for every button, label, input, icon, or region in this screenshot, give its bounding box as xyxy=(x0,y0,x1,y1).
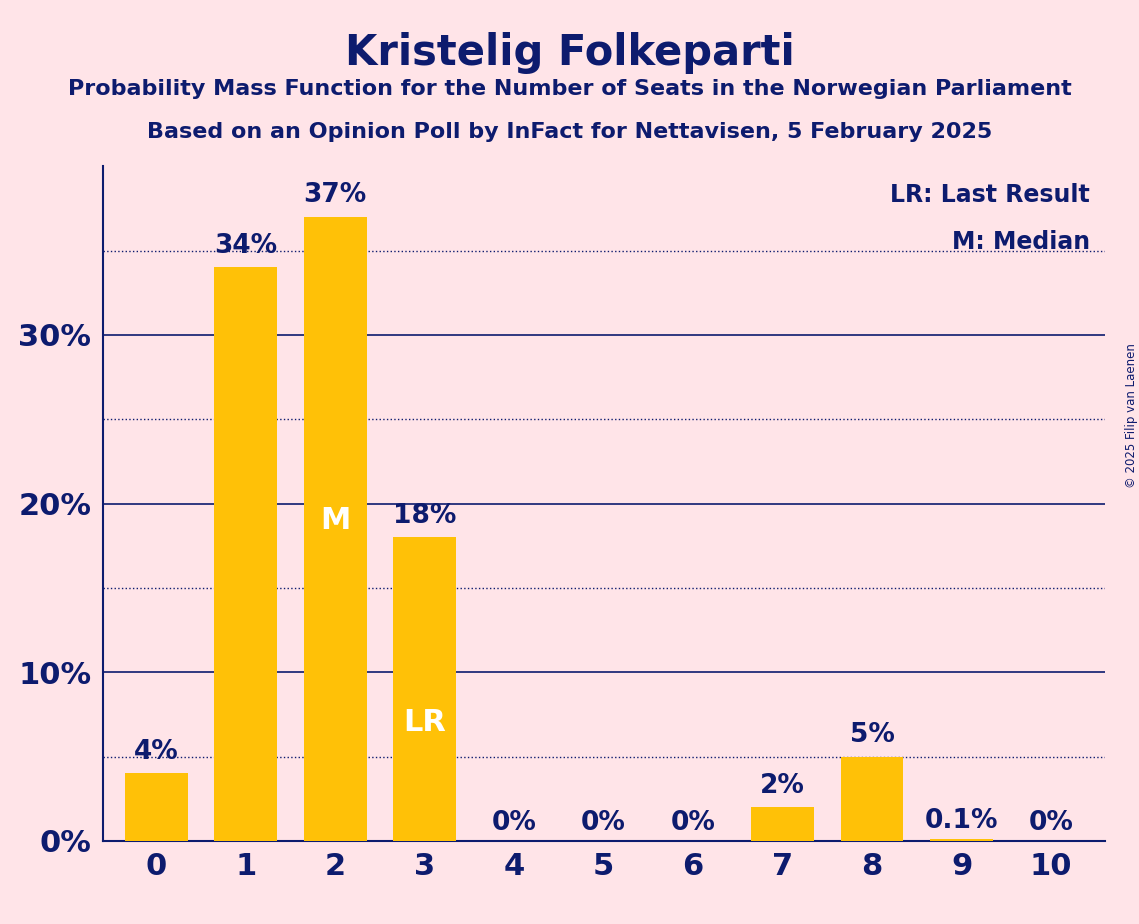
Text: 4%: 4% xyxy=(133,739,179,765)
Text: 2%: 2% xyxy=(760,772,805,798)
Text: 37%: 37% xyxy=(304,182,367,209)
Text: 0%: 0% xyxy=(1029,809,1074,836)
Text: M: Median: M: Median xyxy=(952,230,1090,254)
Text: LR: LR xyxy=(403,709,446,737)
Bar xyxy=(125,773,188,841)
Text: 0%: 0% xyxy=(581,809,626,836)
Bar xyxy=(841,757,903,841)
Bar xyxy=(304,217,367,841)
Text: 0%: 0% xyxy=(492,809,536,836)
Text: Kristelig Folkeparti: Kristelig Folkeparti xyxy=(345,32,794,74)
Text: LR: Last Result: LR: Last Result xyxy=(890,183,1090,207)
Text: 0%: 0% xyxy=(671,809,715,836)
Text: 18%: 18% xyxy=(393,503,457,529)
Text: © 2025 Filip van Laenen: © 2025 Filip van Laenen xyxy=(1124,344,1138,488)
Text: Based on an Opinion Poll by InFact for Nettavisen, 5 February 2025: Based on an Opinion Poll by InFact for N… xyxy=(147,122,992,142)
Bar xyxy=(214,268,277,841)
Text: Probability Mass Function for the Number of Seats in the Norwegian Parliament: Probability Mass Function for the Number… xyxy=(67,79,1072,99)
Text: 0.1%: 0.1% xyxy=(925,808,999,834)
Text: 34%: 34% xyxy=(214,233,277,259)
Text: 5%: 5% xyxy=(850,722,894,748)
Bar xyxy=(752,808,814,841)
Bar xyxy=(931,839,993,841)
Text: M: M xyxy=(320,506,351,535)
Bar xyxy=(393,538,456,841)
